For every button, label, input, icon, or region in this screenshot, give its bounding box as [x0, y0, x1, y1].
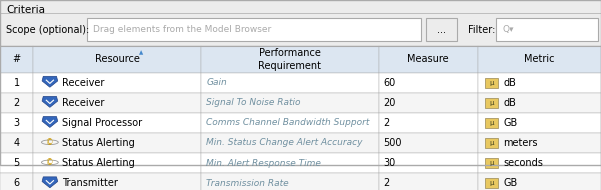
Text: μ: μ: [489, 80, 494, 86]
Polygon shape: [42, 177, 58, 188]
FancyBboxPatch shape: [33, 46, 201, 73]
Text: 5: 5: [13, 158, 20, 168]
FancyBboxPatch shape: [379, 173, 478, 190]
FancyBboxPatch shape: [201, 93, 379, 113]
FancyBboxPatch shape: [33, 133, 201, 153]
Text: Receiver: Receiver: [62, 98, 105, 108]
Text: Status Alerting: Status Alerting: [62, 158, 135, 168]
Text: Filter:: Filter:: [468, 25, 495, 35]
Text: ©: ©: [46, 158, 53, 167]
Text: Gain: Gain: [206, 78, 227, 87]
Text: Q▾: Q▾: [502, 25, 514, 34]
Text: 2: 2: [383, 118, 389, 128]
FancyBboxPatch shape: [0, 173, 33, 190]
FancyBboxPatch shape: [478, 46, 601, 73]
Text: 20: 20: [383, 98, 396, 108]
FancyBboxPatch shape: [0, 153, 33, 173]
FancyBboxPatch shape: [33, 73, 201, 93]
Text: meters: meters: [503, 138, 537, 148]
FancyBboxPatch shape: [33, 113, 201, 133]
Text: Receiver: Receiver: [62, 78, 105, 88]
Text: 1: 1: [13, 78, 20, 88]
Text: μ: μ: [489, 120, 494, 126]
FancyBboxPatch shape: [379, 133, 478, 153]
Text: Signal Processor: Signal Processor: [62, 118, 142, 128]
Text: 500: 500: [383, 138, 402, 148]
FancyBboxPatch shape: [485, 98, 498, 108]
Text: Transmitter: Transmitter: [62, 178, 118, 188]
Text: Metric: Metric: [524, 54, 555, 64]
Text: Measure: Measure: [407, 54, 449, 64]
Text: 60: 60: [383, 78, 395, 88]
FancyBboxPatch shape: [478, 153, 601, 173]
Text: Criteria: Criteria: [6, 5, 45, 15]
FancyBboxPatch shape: [0, 46, 33, 73]
FancyBboxPatch shape: [201, 46, 379, 73]
Text: Min. Status Change Alert Accuracy: Min. Status Change Alert Accuracy: [206, 138, 362, 147]
Text: μ: μ: [489, 140, 494, 146]
FancyBboxPatch shape: [33, 153, 201, 173]
FancyBboxPatch shape: [201, 73, 379, 93]
FancyBboxPatch shape: [33, 93, 201, 113]
FancyBboxPatch shape: [485, 118, 498, 128]
Text: dB: dB: [503, 78, 516, 88]
FancyBboxPatch shape: [379, 73, 478, 93]
Text: 2: 2: [13, 98, 20, 108]
Text: μ: μ: [489, 180, 494, 186]
FancyBboxPatch shape: [478, 133, 601, 153]
FancyBboxPatch shape: [0, 113, 33, 133]
Text: ▲: ▲: [139, 50, 144, 55]
FancyBboxPatch shape: [478, 113, 601, 133]
Text: Scope (optional):: Scope (optional):: [6, 25, 90, 35]
FancyBboxPatch shape: [496, 18, 598, 41]
Polygon shape: [42, 97, 58, 107]
Text: 30: 30: [383, 158, 395, 168]
FancyBboxPatch shape: [478, 73, 601, 93]
Text: Resource: Resource: [95, 54, 139, 64]
FancyBboxPatch shape: [201, 173, 379, 190]
Text: Status Alerting: Status Alerting: [62, 138, 135, 148]
Text: μ: μ: [489, 100, 494, 106]
FancyBboxPatch shape: [201, 133, 379, 153]
Text: Min. Alert Response Time: Min. Alert Response Time: [206, 158, 321, 168]
FancyBboxPatch shape: [87, 18, 421, 41]
FancyBboxPatch shape: [0, 73, 33, 93]
Text: ...: ...: [437, 25, 445, 35]
Text: #: #: [13, 54, 20, 64]
FancyBboxPatch shape: [379, 46, 478, 73]
FancyBboxPatch shape: [0, 13, 601, 46]
Text: Transmission Rate: Transmission Rate: [206, 179, 288, 188]
FancyBboxPatch shape: [485, 78, 498, 88]
Text: μ: μ: [489, 160, 494, 166]
Text: 6: 6: [13, 178, 20, 188]
FancyBboxPatch shape: [201, 113, 379, 133]
Text: Drag elements from the Model Browser: Drag elements from the Model Browser: [93, 25, 272, 34]
Polygon shape: [42, 116, 58, 127]
Text: ©: ©: [46, 138, 53, 147]
Text: Comms Channel Bandwidth Support: Comms Channel Bandwidth Support: [206, 118, 370, 127]
FancyBboxPatch shape: [33, 173, 201, 190]
Text: dB: dB: [503, 98, 516, 108]
Text: 3: 3: [13, 118, 20, 128]
Polygon shape: [42, 76, 58, 87]
Text: 2: 2: [383, 178, 389, 188]
FancyBboxPatch shape: [485, 138, 498, 148]
FancyBboxPatch shape: [379, 153, 478, 173]
FancyBboxPatch shape: [485, 158, 498, 168]
Text: Performance
Requirement: Performance Requirement: [258, 48, 322, 70]
FancyBboxPatch shape: [426, 18, 457, 41]
FancyBboxPatch shape: [478, 173, 601, 190]
FancyBboxPatch shape: [478, 93, 601, 113]
FancyBboxPatch shape: [0, 93, 33, 113]
Text: GB: GB: [503, 118, 517, 128]
FancyBboxPatch shape: [201, 153, 379, 173]
FancyBboxPatch shape: [0, 133, 33, 153]
Text: seconds: seconds: [503, 158, 543, 168]
Text: GB: GB: [503, 178, 517, 188]
FancyBboxPatch shape: [485, 178, 498, 188]
FancyBboxPatch shape: [379, 93, 478, 113]
FancyBboxPatch shape: [379, 113, 478, 133]
Text: Signal To Noise Ratio: Signal To Noise Ratio: [206, 98, 300, 107]
Text: 4: 4: [13, 138, 20, 148]
